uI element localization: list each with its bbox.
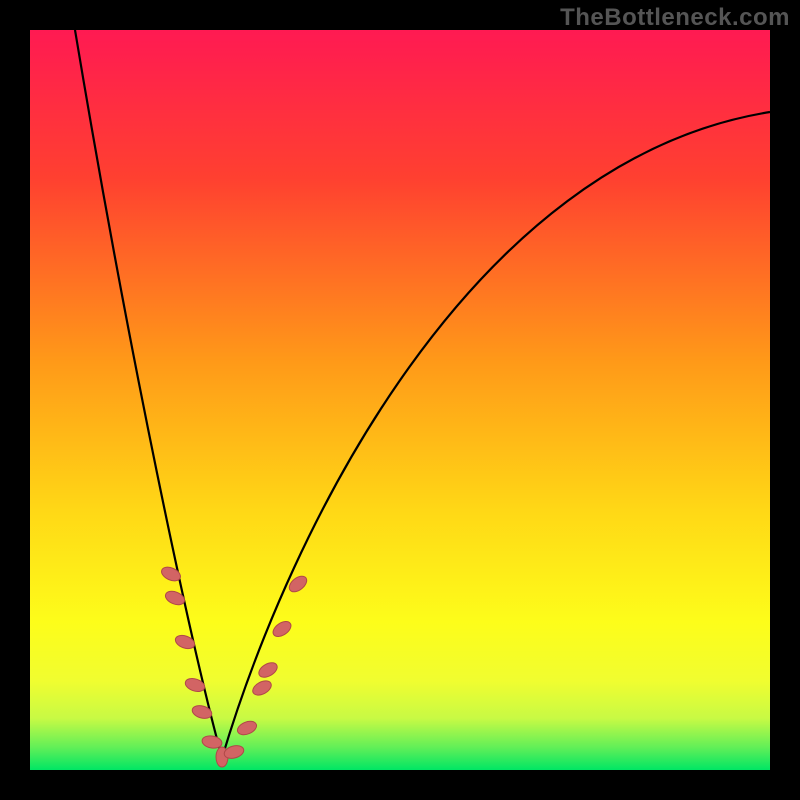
plot-background (30, 30, 770, 770)
chart-svg (0, 0, 800, 800)
watermark-text: TheBottleneck.com (560, 4, 790, 32)
chart-frame: TheBottleneck.com (0, 0, 800, 800)
